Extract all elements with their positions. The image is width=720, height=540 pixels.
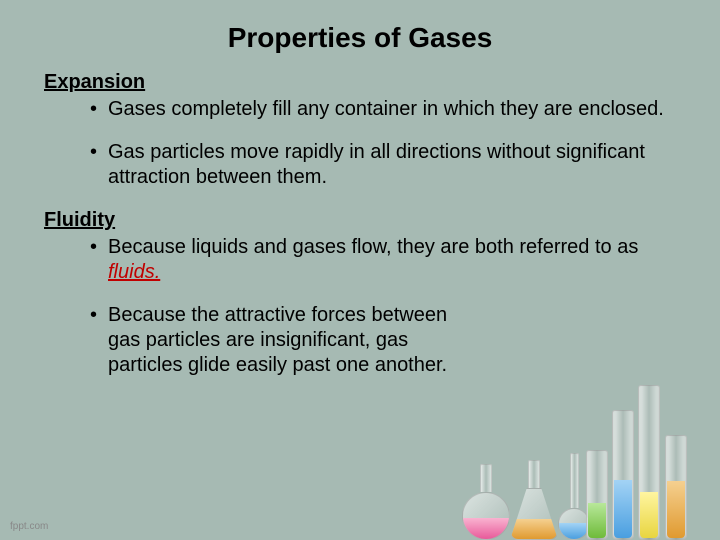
bullet-marker: •: [90, 303, 108, 378]
graduated-cylinder-icon: [638, 385, 660, 540]
section-fluidity-label: Fluidity: [44, 208, 676, 233]
bullet-marker: •: [90, 140, 108, 190]
bullet-text: Because the attractive forces between ga…: [108, 303, 676, 378]
round-flask-icon: [462, 464, 510, 540]
bullet-text: Gases completely fill any container in w…: [108, 97, 676, 122]
bullet-item: • Because the attractive forces between …: [90, 303, 676, 378]
footer-attribution: fppt.com: [10, 521, 48, 532]
bullet-item: • Gases completely fill any container in…: [90, 97, 676, 122]
erlenmeyer-flask-icon: [510, 460, 558, 540]
labware-illustration: [460, 370, 710, 540]
graduated-cylinder-icon: [612, 410, 634, 540]
graduated-cylinder-icon: [665, 435, 687, 540]
graduated-cylinder-icon: [586, 450, 608, 540]
bullet-item: • Because liquids and gases flow, they a…: [90, 235, 676, 285]
slide-content: Expansion • Gases completely fill any co…: [0, 70, 720, 378]
bullet-text: Because liquids and gases flow, they are…: [108, 235, 676, 285]
bullet-text: Gas particles move rapidly in all direct…: [108, 140, 676, 190]
section-expansion-label: Expansion: [44, 70, 676, 95]
bullet-marker: •: [90, 235, 108, 285]
bullet-marker: •: [90, 97, 108, 122]
slide-title: Properties of Gases: [0, 0, 720, 66]
bullet-item: • Gas particles move rapidly in all dire…: [90, 140, 676, 190]
